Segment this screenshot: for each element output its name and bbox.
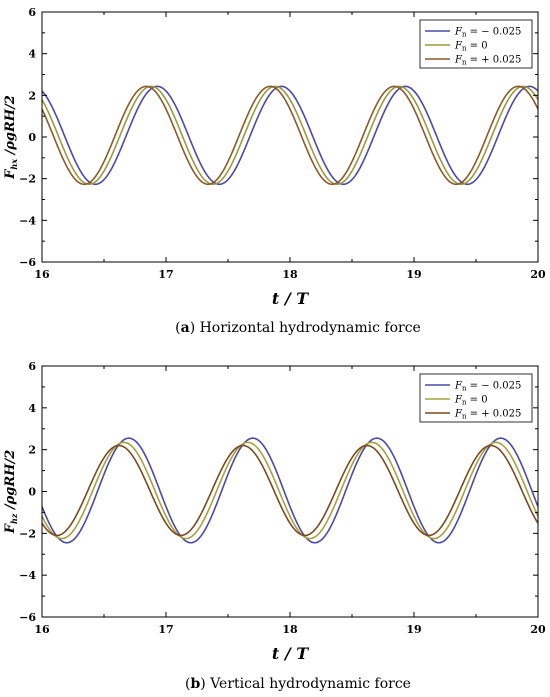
x-tick-label: 17 bbox=[158, 268, 173, 281]
y-tick-label: 4 bbox=[28, 402, 36, 415]
y-tick-label: 4 bbox=[28, 48, 36, 61]
x-tick-label: 18 bbox=[282, 623, 298, 636]
y-tick-label: 6 bbox=[28, 360, 36, 373]
series-line-2 bbox=[42, 441, 538, 540]
legend-label: Fn = − 0.025 bbox=[454, 381, 521, 393]
x-axis-label: t / T bbox=[272, 644, 309, 663]
y-tick-label: 2 bbox=[28, 444, 36, 457]
y-tick-label: −2 bbox=[19, 173, 36, 186]
y-tick-label: −6 bbox=[19, 611, 36, 624]
y-axis-label: Fhx /ρgRH/2 bbox=[3, 95, 19, 180]
series-line-3 bbox=[42, 444, 538, 537]
series-line-2 bbox=[42, 85, 538, 186]
panel-caption: (b) Vertical hydrodynamic force bbox=[185, 676, 411, 692]
y-axis-label: Fhz /ρgRH/2 bbox=[3, 450, 19, 534]
legend: Fn = − 0.025 Fn = 0 Fn = + 0.025 bbox=[419, 19, 533, 69]
legend-box bbox=[419, 373, 533, 423]
x-tick-label: 17 bbox=[158, 623, 173, 636]
x-tick-label: 18 bbox=[282, 268, 298, 281]
legend-label: Fn = 0 bbox=[454, 41, 488, 53]
x-tick-label: 19 bbox=[406, 623, 421, 636]
x-tick-label: 16 bbox=[34, 268, 50, 281]
x-axis-label: t / T bbox=[272, 289, 309, 308]
x-tick-label: 16 bbox=[34, 623, 50, 636]
y-tick-label: −4 bbox=[19, 214, 36, 227]
legend: Fn = − 0.025 Fn = 0 Fn = + 0.025 bbox=[419, 373, 533, 423]
series-line-3 bbox=[42, 85, 538, 186]
series-line-1 bbox=[42, 85, 538, 186]
y-tick-label: −6 bbox=[19, 256, 36, 269]
y-tick-label: −4 bbox=[19, 569, 36, 582]
legend-box bbox=[419, 19, 533, 69]
panel-caption: (a) Horizontal hydrodynamic force bbox=[175, 320, 421, 336]
series-group bbox=[42, 437, 538, 544]
y-tick-label: −2 bbox=[19, 527, 36, 540]
y-tick-label: 0 bbox=[28, 131, 36, 144]
legend-label: Fn = − 0.025 bbox=[454, 27, 521, 39]
legend-label: Fn = 0 bbox=[454, 395, 488, 407]
y-tick-label: 0 bbox=[28, 486, 36, 499]
series-group bbox=[42, 85, 538, 186]
x-tick-label: 20 bbox=[530, 268, 546, 281]
x-tick-label: 20 bbox=[530, 623, 546, 636]
legend-label: Fn = + 0.025 bbox=[454, 409, 521, 421]
legend-label: Fn = + 0.025 bbox=[454, 55, 521, 67]
y-tick-label: 6 bbox=[28, 6, 36, 19]
series-line-1 bbox=[42, 437, 538, 544]
y-tick-label: 2 bbox=[28, 89, 36, 102]
x-tick-label: 19 bbox=[406, 268, 421, 281]
